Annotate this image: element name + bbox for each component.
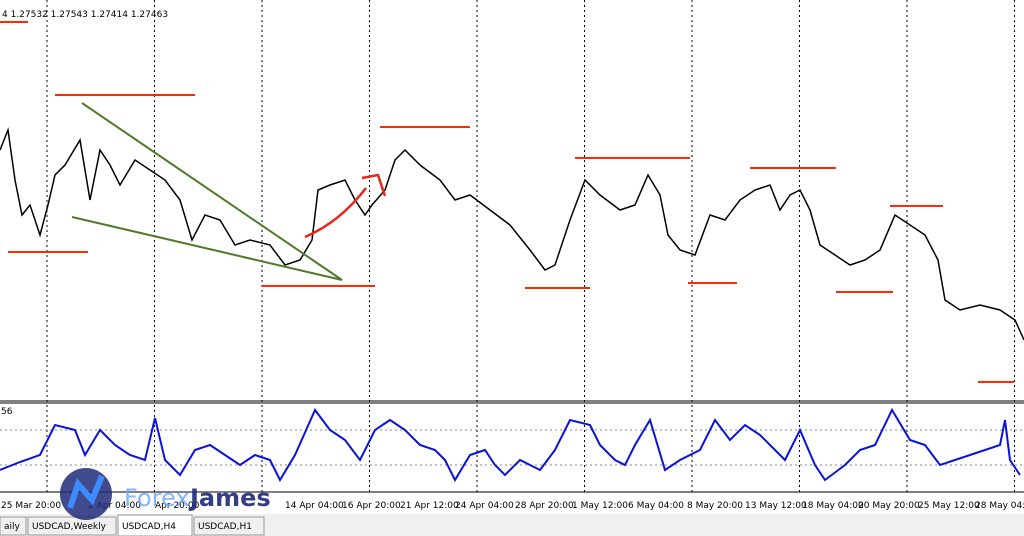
breakout-arrow [304,187,367,239]
level-lines [0,21,1014,383]
period-separators [46,0,1015,492]
x-axis-label: 20 May 20:00 [858,501,920,511]
wedge-upper [81,102,343,281]
tab-label[interactable]: USDCAD,H4 [122,522,176,532]
x-axis-label: 14 Apr 04:00 [285,501,344,511]
tab[interactable] [27,516,117,536]
watermark-brand: Forex [124,484,190,512]
x-axis-label: 13 May 12:00 [745,501,807,511]
watermark-name: James [188,484,271,512]
tab[interactable] [117,514,193,536]
x-axis-label: 28 Apr 20:00 [515,501,574,511]
x-axis-label: 24 Apr 04:00 [455,501,514,511]
x-axis-label: 2 Apr 04:00 [88,501,141,511]
arrow-head [361,173,387,197]
tab[interactable] [0,516,27,536]
x-axis-label: 1 May 12:00 [572,501,628,511]
x-axis-labels: 25 Mar 20:00 2 Apr 04:00 Apr 20:00 14 Apr 0… [1,501,1024,511]
x-axis-label: 25 Mar 20:00 [1,501,61,511]
watermark: Forex James [60,468,271,520]
tab-label[interactable]: aily [4,522,21,532]
wedge-lower [71,216,343,281]
x-axis-label: 25 May 12:00 [918,501,980,511]
tab[interactable] [193,516,265,536]
x-axis-label: 6 May 04:00 [628,501,684,511]
x-axis-label: 8 May 20:00 [687,501,743,511]
tab-label[interactable]: USDCAD,Weekly [32,522,107,532]
x-axis-label: Apr 20:00 [155,501,200,511]
x-axis-label: 16 Apr 20:00 [342,501,401,511]
ohlc-header: 4 1.27532 1.27543 1.27414 1.27463 [2,10,168,20]
price-series [0,127,1024,341]
logo-mark [67,474,105,509]
x-axis-label: 18 May 04:00 [802,501,864,511]
tab-label[interactable]: USDCAD,H1 [198,522,252,532]
indicator-line [0,407,1021,483]
indicator-label: 56 [1,407,13,417]
x-axis-label: 28 May 04:00 [975,501,1024,511]
x-axis-label: 21 Apr 12:00 [400,501,459,511]
tabs: aily USDCAD,Weekly USDCAD,H4 USDCAD,H1 [0,514,265,536]
